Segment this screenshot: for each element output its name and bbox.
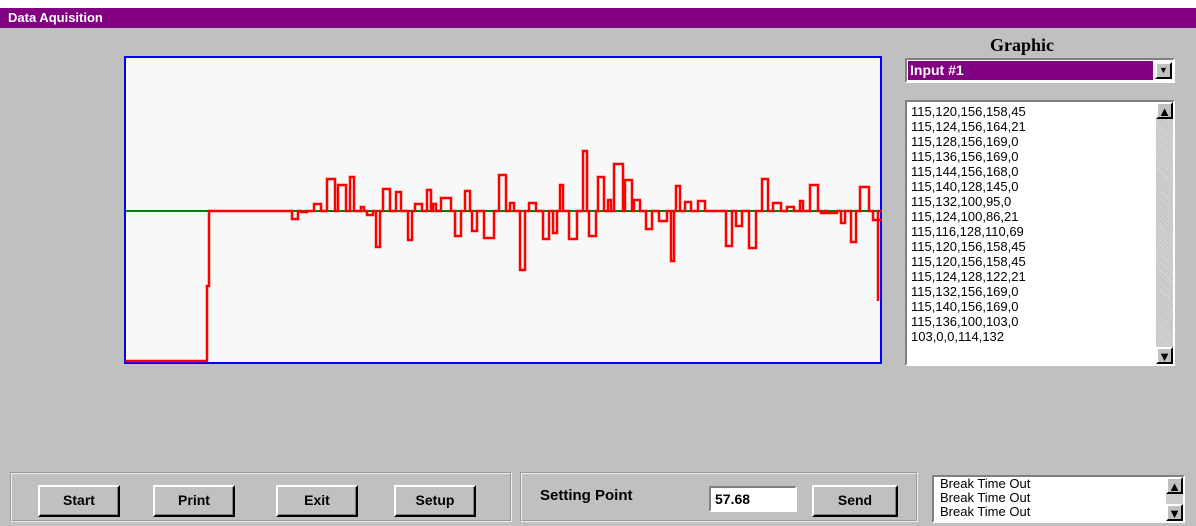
scrollbar: ▲ ▼	[1156, 102, 1173, 364]
scrollbar: ▲ ▼	[1166, 477, 1183, 521]
signal-trace	[126, 149, 882, 363]
scroll-down[interactable]: ▼	[1156, 347, 1173, 364]
setting-group	[520, 472, 918, 522]
graphic-label: Graphic	[990, 35, 1055, 55]
reading-item: 115,120,156,158,45	[911, 104, 1026, 119]
top-strip	[0, 0, 1196, 8]
action-button[interactable]: Setup	[394, 485, 476, 517]
dropdown-arrow[interactable]: ▼	[1155, 62, 1172, 79]
reading-item: 103,0,0,114,132	[911, 329, 1005, 344]
reading-item: 115,128,156,169,0	[911, 134, 1019, 149]
reading-item: 115,140,128,145,0	[911, 179, 1019, 194]
reading-item: 115,120,156,158,45	[911, 254, 1026, 269]
log-list[interactable]: Break Time Out Break Time Out Break Time O…	[932, 475, 1185, 523]
readings-list[interactable]: 115,120,156,158,45 115,124,156,164,21 115,…	[905, 100, 1175, 366]
action-button[interactable]: Exit	[276, 485, 358, 517]
log-item: Break Time Out	[940, 490, 1031, 505]
scroll-down[interactable]: ▼	[1166, 504, 1183, 521]
setting-label: Setting Point	[540, 487, 633, 504]
reading-item: 115,140,156,169,0	[911, 299, 1019, 314]
log-item: Break Time Out	[940, 476, 1031, 491]
setting-input[interactable]: 57.68	[709, 486, 797, 512]
reading-item: 115,120,156,158,45	[911, 239, 1026, 254]
reading-item: 115,132,100,95,0	[911, 194, 1012, 209]
dropdown-value: Input #1	[908, 61, 1153, 80]
send-button[interactable]: Send	[812, 485, 898, 517]
log-item: Break Time Out	[940, 504, 1031, 519]
reading-item: 115,136,156,169,0	[911, 149, 1019, 164]
scroll-up[interactable]: ▲	[1166, 477, 1183, 494]
action-button[interactable]: Print	[153, 485, 235, 517]
title-bar: Data Aquisition	[0, 8, 1196, 28]
reading-item: 115,124,100,86,21	[911, 209, 1019, 224]
reading-item: 115,124,128,122,21	[911, 269, 1026, 284]
input-dropdown[interactable]: Input #1 ▼	[905, 58, 1175, 83]
reading-item: 115,116,128,110,69	[911, 224, 1024, 239]
reading-item: 115,132,156,169,0	[911, 284, 1019, 299]
scroll-up[interactable]: ▲	[1156, 102, 1173, 119]
action-button[interactable]: Start	[38, 485, 120, 517]
button-group	[10, 472, 512, 522]
reading-item: 115,144,156,168,0	[911, 164, 1019, 179]
reading-item: 115,136,100,103,0	[911, 314, 1019, 329]
reading-item: 115,124,156,164,21	[911, 119, 1026, 134]
graph	[124, 56, 882, 364]
